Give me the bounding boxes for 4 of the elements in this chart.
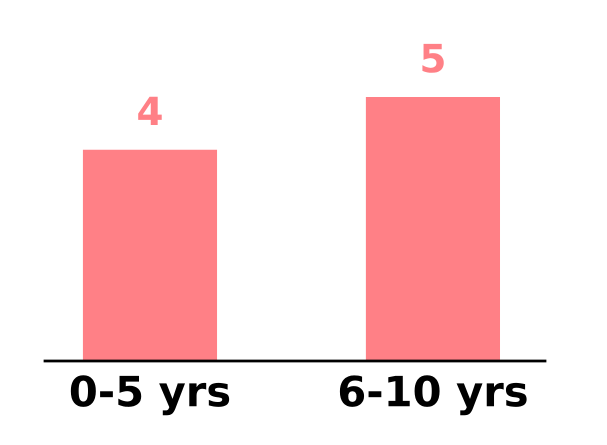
x-tick-label: 6-10 yrs: [340, 375, 527, 416]
data-label: 4: [138, 96, 162, 126]
data-label: 5: [422, 44, 444, 73]
x-tick-label: 0-5 yrs: [70, 375, 230, 416]
